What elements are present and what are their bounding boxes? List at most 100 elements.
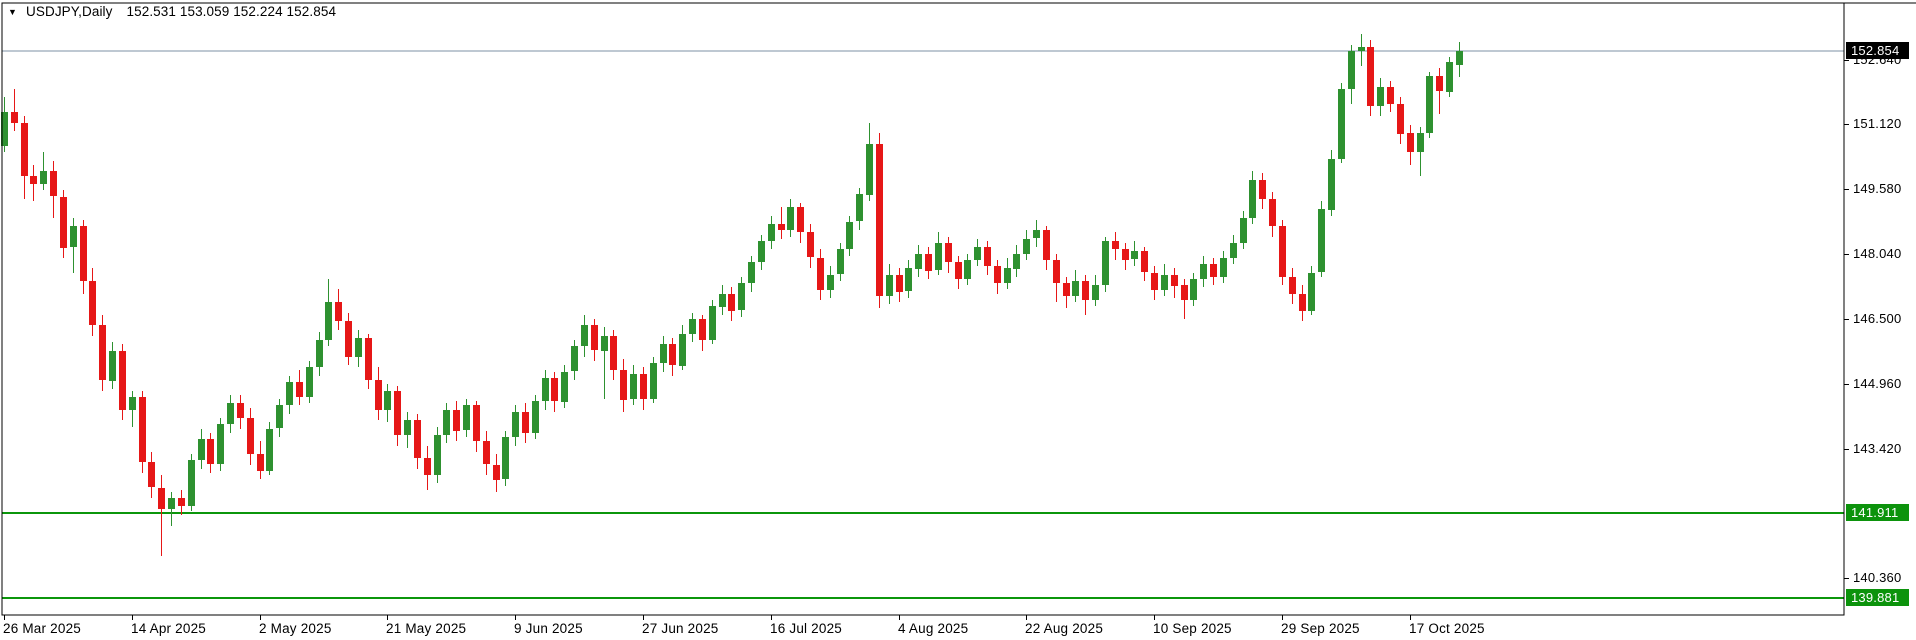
- candle[interactable]: [1171, 268, 1178, 298]
- candle[interactable]: [1367, 40, 1374, 116]
- candle[interactable]: [1338, 83, 1345, 163]
- candle[interactable]: [787, 199, 794, 237]
- candle[interactable]: [1092, 275, 1099, 306]
- candle[interactable]: [217, 418, 224, 471]
- candle[interactable]: [994, 260, 1001, 294]
- candle[interactable]: [1220, 251, 1227, 283]
- candle[interactable]: [1043, 226, 1050, 270]
- candle[interactable]: [355, 330, 362, 367]
- candle[interactable]: [158, 475, 165, 556]
- candle[interactable]: [1063, 277, 1070, 308]
- candle[interactable]: [660, 336, 667, 372]
- candle[interactable]: [89, 268, 96, 336]
- candle[interactable]: [11, 89, 18, 131]
- candle[interactable]: [532, 395, 539, 439]
- candle[interactable]: [945, 237, 952, 273]
- candle[interactable]: [1397, 97, 1404, 144]
- candle[interactable]: [689, 313, 696, 342]
- candle[interactable]: [512, 405, 519, 446]
- candle[interactable]: [1436, 68, 1443, 114]
- candle[interactable]: [227, 395, 234, 433]
- candle[interactable]: [286, 376, 293, 414]
- candle[interactable]: [266, 422, 273, 475]
- candle[interactable]: [1200, 256, 1207, 287]
- candle[interactable]: [1240, 211, 1247, 249]
- candle[interactable]: [1181, 279, 1188, 319]
- candle[interactable]: [837, 243, 844, 281]
- candle[interactable]: [60, 190, 67, 258]
- candle[interactable]: [591, 319, 598, 361]
- candle[interactable]: [483, 431, 490, 475]
- candle[interactable]: [129, 391, 136, 427]
- candle[interactable]: [856, 188, 863, 230]
- candle[interactable]: [758, 235, 765, 270]
- candle[interactable]: [728, 287, 735, 321]
- candle[interactable]: [384, 384, 391, 422]
- candle[interactable]: [70, 218, 77, 273]
- candle[interactable]: [1102, 237, 1109, 292]
- candle[interactable]: [1299, 285, 1306, 321]
- candle[interactable]: [404, 412, 411, 448]
- candle[interactable]: [247, 408, 254, 465]
- candle[interactable]: [778, 207, 785, 239]
- candle[interactable]: [1, 97, 8, 152]
- candle[interactable]: [1013, 245, 1020, 277]
- candle[interactable]: [30, 165, 37, 201]
- candle[interactable]: [463, 399, 470, 437]
- candle[interactable]: [365, 334, 372, 389]
- candle[interactable]: [866, 123, 873, 201]
- candle[interactable]: [807, 224, 814, 268]
- candle[interactable]: [1456, 42, 1463, 77]
- candle[interactable]: [669, 338, 676, 376]
- candle[interactable]: [561, 365, 568, 408]
- candle[interactable]: [257, 441, 264, 479]
- candle[interactable]: [375, 367, 382, 420]
- symbol-dropdown-icon[interactable]: ▼: [8, 7, 18, 17]
- candle[interactable]: [493, 454, 500, 492]
- candle[interactable]: [896, 268, 903, 302]
- candle[interactable]: [99, 315, 106, 391]
- candle[interactable]: [1033, 220, 1040, 247]
- candle[interactable]: [276, 399, 283, 437]
- candle[interactable]: [925, 247, 932, 279]
- candle[interactable]: [984, 241, 991, 275]
- candle[interactable]: [1407, 125, 1414, 165]
- candle[interactable]: [1230, 235, 1237, 264]
- candle[interactable]: [424, 446, 431, 490]
- candle[interactable]: [50, 161, 57, 218]
- candle[interactable]: [335, 289, 342, 330]
- candle[interactable]: [316, 332, 323, 376]
- candle[interactable]: [188, 454, 195, 511]
- candle[interactable]: [296, 370, 303, 405]
- candle[interactable]: [1259, 173, 1266, 209]
- candle[interactable]: [1318, 201, 1325, 277]
- candle[interactable]: [1004, 258, 1011, 289]
- candle[interactable]: [817, 249, 824, 300]
- candle[interactable]: [1387, 81, 1394, 112]
- candle[interactable]: [522, 403, 529, 443]
- candle[interactable]: [40, 152, 47, 190]
- candle[interactable]: [797, 203, 804, 243]
- candle[interactable]: [1053, 254, 1060, 302]
- candle[interactable]: [148, 452, 155, 498]
- price-scale[interactable]: 152.640 151.120 149.580 148.040 146.500 144.9…: [1844, 0, 1916, 616]
- candle[interactable]: [109, 342, 116, 389]
- candle[interactable]: [955, 256, 962, 289]
- time-scale[interactable]: 26 Mar 2025 14 Apr 2025 2 May 2025 21 May 2…: [0, 615, 1844, 640]
- candle[interactable]: [306, 361, 313, 403]
- candle[interactable]: [581, 315, 588, 357]
- candle[interactable]: [1417, 127, 1424, 176]
- candle[interactable]: [886, 264, 893, 304]
- candle[interactable]: [738, 277, 745, 317]
- candle[interactable]: [1348, 45, 1355, 104]
- candle[interactable]: [168, 492, 175, 526]
- candle[interactable]: [709, 300, 716, 344]
- candle[interactable]: [1112, 232, 1119, 260]
- candle[interactable]: [198, 429, 205, 469]
- candle[interactable]: [1072, 270, 1079, 302]
- candle[interactable]: [601, 327, 608, 399]
- candle[interactable]: [650, 357, 657, 403]
- candle[interactable]: [345, 313, 352, 365]
- candle[interactable]: [935, 232, 942, 275]
